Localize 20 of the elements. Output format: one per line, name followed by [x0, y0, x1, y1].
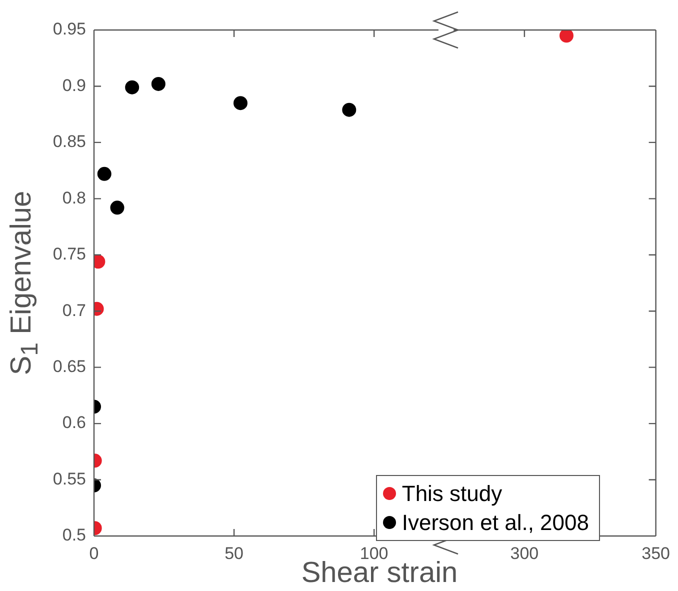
- y-tick-label: 0.85: [52, 132, 86, 152]
- point: [125, 80, 140, 94]
- x-tick-label: 300: [510, 544, 539, 563]
- y-tick-label: 0.55: [52, 469, 86, 488]
- legend-label: This study: [402, 480, 502, 508]
- point: [151, 76, 166, 91]
- y-tick-label: 0.5: [62, 526, 86, 545]
- x-tick-label: 100: [360, 544, 388, 563]
- y-tick-label: 0.75: [52, 244, 86, 264]
- y-tick-label: 0.6: [62, 413, 86, 432]
- y-tick-label: 0.95: [52, 20, 86, 39]
- x-tick-label: 350: [642, 544, 670, 563]
- legend-label: Iverson et al., 2008: [402, 509, 589, 537]
- x-tick-label: 50: [224, 544, 244, 563]
- x-tick-label: 0: [89, 544, 99, 563]
- y-tick-label: 0.65: [52, 357, 86, 376]
- point: [233, 96, 248, 110]
- y-tick-label: 0.7: [62, 300, 86, 320]
- y-tick-label: 0.8: [62, 188, 86, 208]
- y-tick-label: 0.9: [62, 76, 86, 95]
